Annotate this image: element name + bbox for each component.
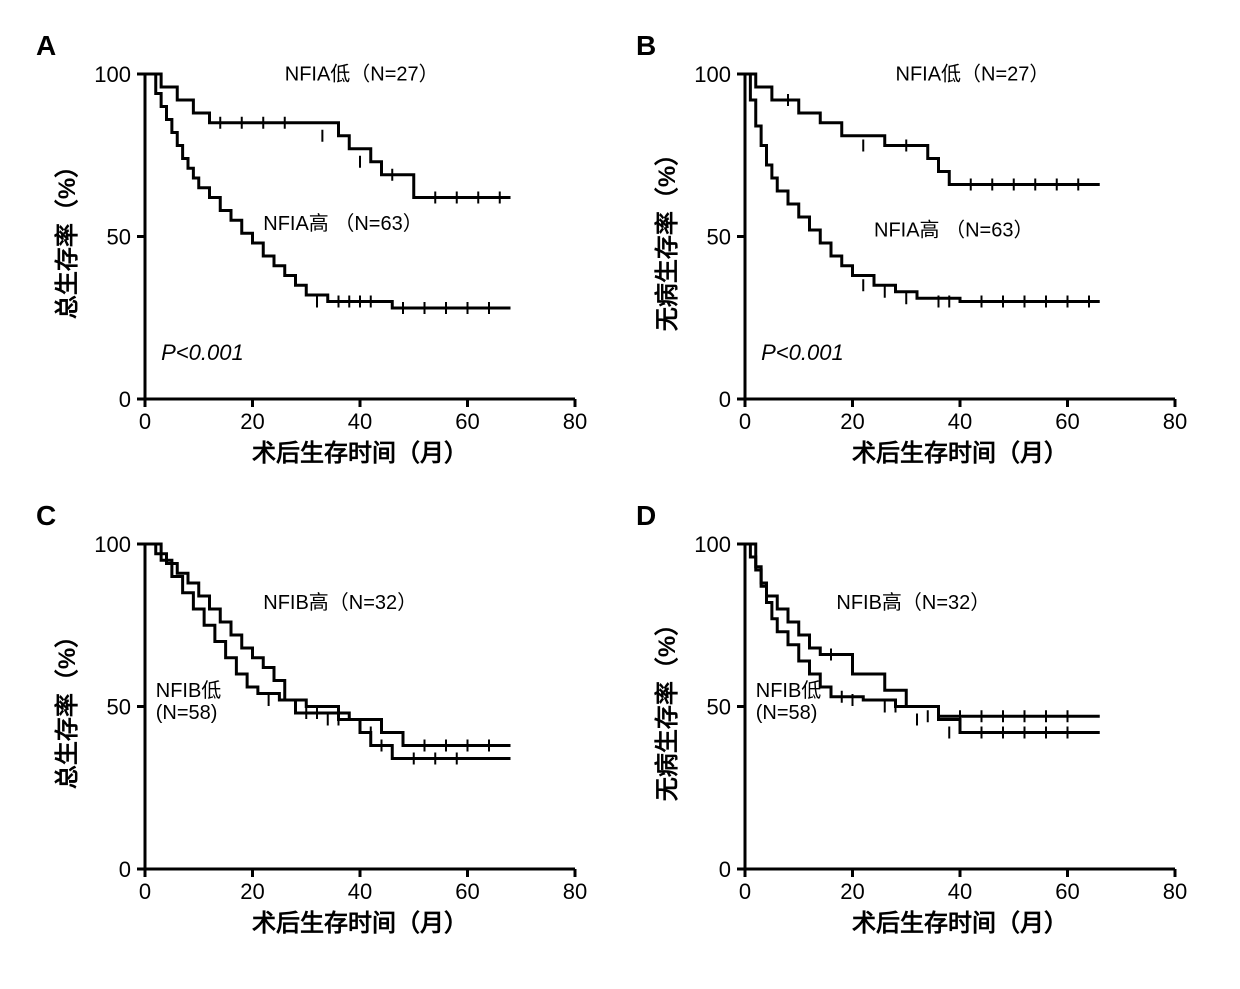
km-curve-NFIB低 xyxy=(145,544,511,759)
xtick-label: 0 xyxy=(139,409,151,434)
ytick-label: 0 xyxy=(119,387,131,412)
xtick-label: 40 xyxy=(948,879,972,904)
xtick-label: 20 xyxy=(240,879,264,904)
xaxis-label: 术后生存时间（月） xyxy=(852,440,1068,467)
xtick-label: 0 xyxy=(739,409,751,434)
panel-svg-A: 0 50 100 0 20 40 60 80 术后生存时间（月） 总生存率（%） NFIA低（N=2… xyxy=(35,54,645,519)
xtick-label: 80 xyxy=(563,879,587,904)
yaxis-label: 无病生存率（%） xyxy=(653,612,681,801)
series-label: NFIA低（N=27） xyxy=(285,63,439,86)
xtick-label: 60 xyxy=(455,879,479,904)
ytick-label: 0 xyxy=(119,857,131,882)
xtick-label: 20 xyxy=(840,879,864,904)
panel-svg-D: 0 50 100 0 20 40 60 80 术后生存时间（月） 无病生存率（%） NFIB高（N=… xyxy=(635,524,1240,989)
ytick-label: 50 xyxy=(707,695,731,720)
yaxis-label: 总生存率（%） xyxy=(53,624,81,789)
yaxis-label: 无病生存率（%） xyxy=(653,142,681,331)
ytick-label: 0 xyxy=(719,857,731,882)
figure-container: A050100020406080术后生存时间（月）总生存率（%）NFIA低（N=… xyxy=(0,0,1240,973)
yaxis-label: 总生存率（%） xyxy=(53,154,81,319)
xtick-label: 40 xyxy=(348,409,372,434)
panel-svg-C: 0 50 100 0 20 40 60 80 术后生存时间（月） 总生存率（%） NFIB高（N=3… xyxy=(35,524,645,989)
series-label: NFIA低（N=27） xyxy=(896,63,1050,86)
xaxis-label: 术后生存时间（月） xyxy=(252,910,468,937)
ytick-label: 50 xyxy=(707,225,731,250)
series-label: NFIB低 xyxy=(156,679,222,702)
ytick-label: 100 xyxy=(94,532,131,557)
xtick-label: 60 xyxy=(1055,879,1079,904)
km-curve-NFIA低 xyxy=(745,74,1100,185)
pvalue-label: P<0.001 xyxy=(161,340,244,365)
ytick-label: 100 xyxy=(694,62,731,87)
xtick-label: 40 xyxy=(348,879,372,904)
pvalue-label: P<0.001 xyxy=(761,340,844,365)
km-curve-NFIA高 xyxy=(145,74,511,308)
xtick-label: 80 xyxy=(563,409,587,434)
ytick-label: 50 xyxy=(107,695,131,720)
series-label: NFIB低 xyxy=(756,679,822,702)
xaxis-label: 术后生存时间（月） xyxy=(252,440,468,467)
xtick-label: 40 xyxy=(948,409,972,434)
xtick-label: 0 xyxy=(139,879,151,904)
ytick-label: 100 xyxy=(694,532,731,557)
xtick-label: 60 xyxy=(455,409,479,434)
xaxis-label: 术后生存时间（月） xyxy=(852,910,1068,937)
series-label: (N=58) xyxy=(156,702,218,724)
xtick-label: 0 xyxy=(739,879,751,904)
xtick-label: 80 xyxy=(1163,879,1187,904)
ytick-label: 0 xyxy=(719,387,731,412)
series-label: NFIB高（N=32） xyxy=(263,591,417,614)
ytick-label: 100 xyxy=(94,62,131,87)
series-label: NFIA高 （N=63） xyxy=(263,212,422,235)
xtick-label: 80 xyxy=(1163,409,1187,434)
ytick-label: 50 xyxy=(107,225,131,250)
series-label: NFIA高 （N=63） xyxy=(874,219,1033,242)
xtick-label: 20 xyxy=(840,409,864,434)
panel-svg-B: 0 50 100 0 20 40 60 80 术后生存时间（月） 无病生存率（%） NFIA低（N=… xyxy=(635,54,1240,519)
xtick-label: 20 xyxy=(240,409,264,434)
series-label: (N=58) xyxy=(756,702,818,724)
series-label: NFIB高（N=32） xyxy=(836,591,990,614)
xtick-label: 60 xyxy=(1055,409,1079,434)
